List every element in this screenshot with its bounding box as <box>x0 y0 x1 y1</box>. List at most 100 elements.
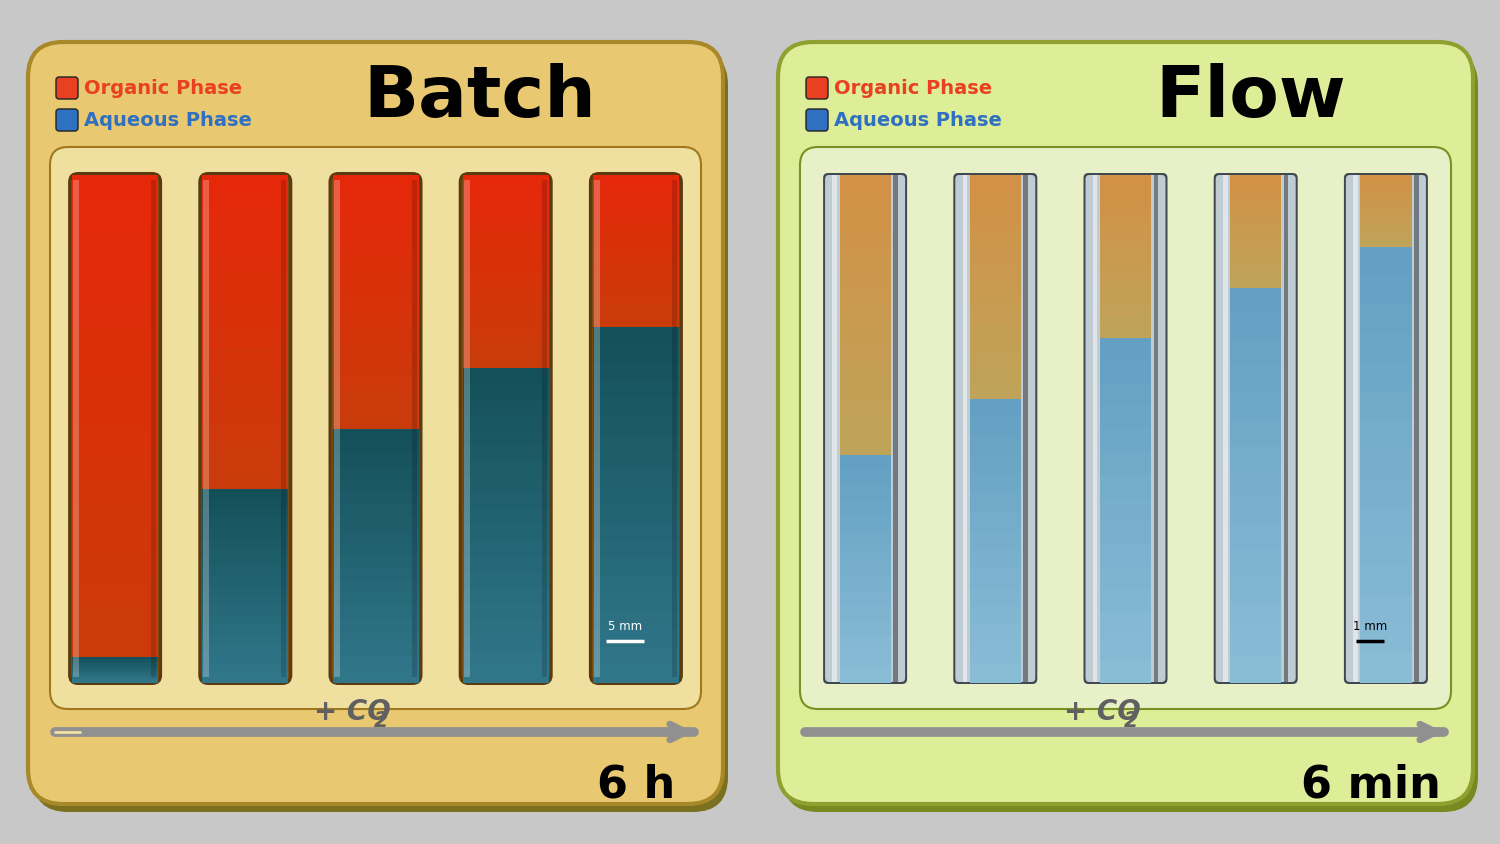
Bar <box>462 175 549 186</box>
Bar <box>840 212 891 232</box>
Bar <box>333 289 418 303</box>
Text: Organic Phase: Organic Phase <box>834 78 992 98</box>
Bar <box>333 530 418 544</box>
Bar <box>462 509 549 526</box>
Bar <box>462 666 549 683</box>
Bar <box>72 657 158 659</box>
Bar <box>462 262 549 273</box>
Bar <box>1100 430 1150 453</box>
Bar <box>592 540 680 559</box>
Bar <box>969 338 1022 354</box>
Bar <box>1100 452 1150 476</box>
Bar <box>202 499 288 510</box>
Bar <box>969 205 1022 220</box>
Bar <box>202 379 288 396</box>
Bar <box>72 664 158 667</box>
Bar <box>974 175 978 682</box>
Bar <box>464 180 470 677</box>
Bar <box>592 320 680 328</box>
Bar <box>969 436 1022 456</box>
Bar <box>969 294 1022 310</box>
Bar <box>202 576 288 587</box>
Bar <box>333 391 418 404</box>
Bar <box>202 442 288 459</box>
Bar <box>462 446 549 463</box>
FancyBboxPatch shape <box>201 175 290 682</box>
Bar <box>1230 205 1281 214</box>
Bar <box>462 233 549 243</box>
Bar <box>840 636 891 652</box>
Bar <box>72 454 158 480</box>
Bar <box>840 324 891 344</box>
Bar <box>333 403 418 417</box>
Bar <box>462 556 549 573</box>
Bar <box>1013 175 1017 682</box>
Bar <box>969 511 1022 532</box>
Bar <box>72 662 158 664</box>
Bar <box>592 243 680 252</box>
Bar <box>72 679 158 680</box>
Bar <box>592 363 680 381</box>
Bar <box>204 180 210 677</box>
Bar <box>1360 595 1411 625</box>
Bar <box>1230 175 1281 183</box>
Bar <box>1360 185 1411 190</box>
Bar <box>1023 175 1028 682</box>
Bar <box>462 358 549 369</box>
Bar <box>72 251 158 278</box>
Bar <box>840 454 891 470</box>
Bar <box>1100 406 1150 430</box>
Bar <box>72 429 158 455</box>
Bar <box>333 619 418 632</box>
Bar <box>462 603 549 620</box>
Bar <box>72 200 158 227</box>
Bar <box>333 441 418 455</box>
Bar <box>1360 565 1411 596</box>
Bar <box>592 273 680 283</box>
Bar <box>1230 630 1281 657</box>
Text: 6 min: 6 min <box>1300 764 1442 807</box>
Bar <box>462 399 549 416</box>
Bar <box>333 517 418 531</box>
Bar <box>1100 251 1150 262</box>
Bar <box>1230 392 1281 419</box>
Bar <box>1360 189 1411 195</box>
Bar <box>333 378 418 392</box>
Bar <box>969 417 1022 437</box>
Bar <box>592 434 680 452</box>
Bar <box>1233 175 1238 682</box>
Bar <box>969 354 1022 370</box>
Bar <box>202 207 288 223</box>
Bar <box>333 581 418 594</box>
Bar <box>333 429 418 442</box>
Bar <box>202 625 288 635</box>
Bar <box>72 674 158 677</box>
Bar <box>1360 420 1411 451</box>
Bar <box>592 593 680 612</box>
Bar <box>1360 203 1411 209</box>
Bar <box>202 663 288 674</box>
Bar <box>202 643 288 654</box>
Bar <box>1274 175 1278 682</box>
Bar <box>202 509 288 519</box>
Bar <box>333 251 418 265</box>
Bar <box>969 219 1022 235</box>
Bar <box>72 668 158 670</box>
Bar <box>72 479 158 506</box>
Bar <box>462 368 549 384</box>
Bar <box>592 213 680 222</box>
Bar <box>840 306 891 325</box>
Bar <box>72 659 158 662</box>
FancyBboxPatch shape <box>592 175 680 682</box>
Bar <box>840 500 891 516</box>
Bar <box>592 505 680 523</box>
Bar <box>1100 327 1150 338</box>
Text: 6 h: 6 h <box>597 764 675 807</box>
Bar <box>840 230 891 251</box>
Bar <box>202 300 288 317</box>
FancyBboxPatch shape <box>332 175 420 682</box>
Bar <box>462 619 549 636</box>
Bar <box>969 606 1022 626</box>
Bar <box>840 484 891 500</box>
Bar <box>1154 175 1158 682</box>
